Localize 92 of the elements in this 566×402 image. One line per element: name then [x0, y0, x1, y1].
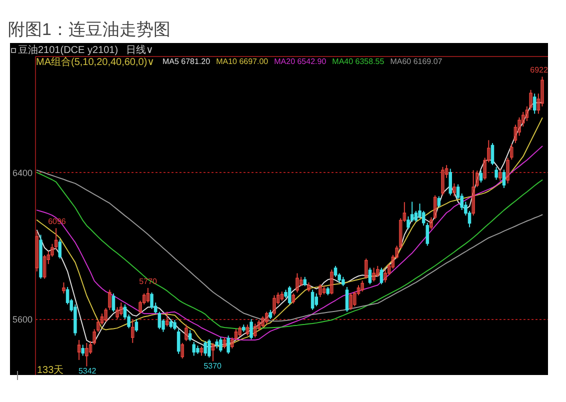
candlestick	[368, 267, 372, 285]
candlestick	[349, 292, 352, 310]
candlestick	[437, 196, 441, 208]
candlestick	[303, 276, 307, 287]
annotation: 日线∨	[126, 44, 154, 56]
candlestick	[292, 292, 296, 304]
candlestick	[426, 222, 430, 246]
candlestick	[330, 269, 334, 295]
candlestick	[169, 318, 173, 329]
annotation: 5370	[204, 361, 222, 370]
candlestick	[180, 342, 184, 359]
text: MA20 6542.90	[274, 57, 327, 66]
candlestick	[280, 291, 284, 302]
candlestick	[211, 342, 215, 362]
candlestick	[490, 142, 494, 166]
candlestick	[272, 294, 276, 316]
candlestick	[176, 328, 180, 354]
candlestick	[342, 276, 345, 287]
candlestick	[380, 267, 384, 285]
candlestick	[441, 166, 444, 196]
annotation: 豆油2101(DCE y2101)	[18, 44, 118, 56]
candlestick	[502, 169, 506, 188]
candlestick	[433, 194, 437, 220]
text: MA10 6697.00	[216, 57, 269, 66]
candlestick	[81, 344, 84, 356]
text: MA40 6358.55	[332, 57, 385, 66]
candlestick	[288, 286, 292, 305]
candlestick	[150, 292, 154, 310]
candlestick	[192, 342, 196, 356]
candlestick	[158, 311, 162, 330]
candlestick	[479, 170, 483, 183]
candlestick	[261, 316, 264, 328]
legend-title: MA组合(5,10,20,40,60,0)∨	[36, 56, 154, 68]
candlestick	[250, 318, 253, 340]
candlestick	[58, 238, 62, 260]
candlestick	[62, 282, 66, 294]
candlestick	[226, 335, 230, 354]
candlestick	[318, 284, 322, 298]
candlestick	[307, 282, 310, 292]
candlestick	[314, 292, 318, 307]
candlestick	[134, 318, 138, 332]
candlestick	[120, 302, 123, 316]
candlestick	[238, 326, 242, 337]
candlestick	[376, 265, 380, 278]
candlestick	[165, 311, 169, 327]
candlestick	[146, 287, 150, 304]
candlestick	[268, 309, 272, 320]
candlestick	[472, 170, 475, 216]
candlestick	[296, 272, 299, 293]
candlestick	[254, 323, 257, 338]
candlestick	[246, 324, 250, 336]
candlestick	[208, 338, 211, 358]
candlestick	[264, 311, 268, 324]
candlestick	[345, 286, 349, 312]
candlestick	[452, 182, 456, 197]
annotation: 5342	[78, 366, 97, 376]
y-tick-label: 5600	[12, 314, 32, 325]
candlestick	[200, 346, 204, 356]
candlestick	[77, 339, 81, 360]
candlestick	[204, 340, 207, 356]
candlestick	[173, 320, 176, 331]
candlestick	[116, 306, 119, 320]
y-tick-label: 6400	[12, 168, 32, 178]
candlestick	[310, 289, 314, 310]
candlestick	[130, 320, 134, 344]
candlestick	[364, 258, 368, 280]
candlestick	[448, 168, 452, 196]
candlestick	[334, 265, 338, 278]
candlestick	[414, 210, 418, 222]
candlestick	[188, 330, 192, 342]
candlestick	[494, 166, 498, 180]
candlestick	[112, 292, 116, 312]
candlestick	[372, 267, 376, 282]
annotation: 6922	[530, 66, 548, 75]
candlestick	[219, 336, 222, 353]
candlestick	[532, 93, 536, 114]
candlestick	[215, 338, 218, 349]
text: MA60 6169.07	[390, 57, 443, 66]
candlestick	[498, 168, 502, 182]
candlestick	[510, 144, 514, 160]
chart-title: 附图1：连豆油走势图	[8, 19, 170, 41]
text: MA5 6781.20	[162, 57, 211, 66]
candlestick	[35, 230, 39, 272]
candlestick	[360, 280, 364, 292]
candlestick	[85, 342, 88, 367]
annotation: 133天	[37, 365, 64, 376]
candlestick	[222, 336, 226, 349]
candlestick	[506, 157, 510, 184]
candlestick	[430, 216, 433, 230]
candlestick	[184, 324, 188, 342]
candlestick	[42, 254, 46, 280]
candlestick	[299, 276, 303, 287]
